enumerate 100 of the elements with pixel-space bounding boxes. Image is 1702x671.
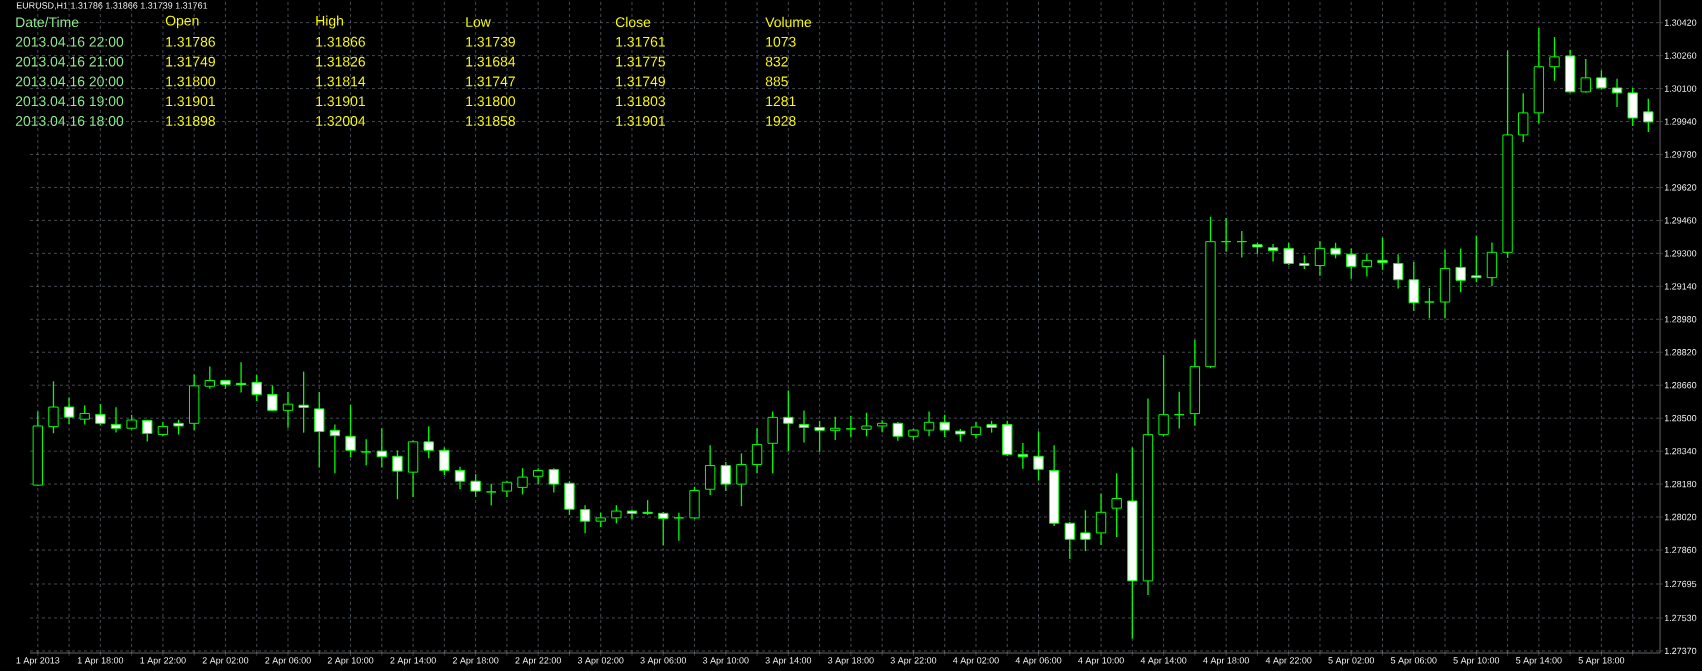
candlestick: [282, 391, 294, 428]
annotation: 2013.04.16 20:00: [15, 76, 124, 87]
candlestick: [626, 509, 638, 520]
x-tick-label: 5 Apr 18:00: [1578, 657, 1625, 666]
annotation: Date/Time: [16, 16, 79, 28]
candlestick: [329, 424, 341, 474]
x-tick-label: 3 Apr 06:00: [640, 657, 687, 666]
y-tick-label: 1.28020: [1664, 513, 1697, 521]
candlestick: [861, 412, 872, 437]
annotation: 1.31749: [166, 56, 215, 67]
x-tick-label: 4 Apr 06:00: [1015, 657, 1062, 666]
candlestick: [704, 445, 716, 496]
y-tick-label: 1.28340: [1664, 447, 1697, 455]
candlestick: [267, 385, 278, 411]
candlestick: [1455, 248, 1466, 293]
candlestick: [1314, 240, 1326, 276]
candlestick: [1471, 235, 1482, 283]
annotation: 1.31739: [466, 36, 515, 47]
x-tick-label: 2 Apr 18:00: [452, 657, 499, 666]
candlestick: [345, 404, 356, 458]
candlestick: [1158, 355, 1169, 437]
y-tick-label: 1.28500: [1664, 414, 1697, 422]
candlestick: [673, 512, 685, 541]
candlestick: [830, 416, 841, 441]
annotation: 1.31814: [316, 76, 366, 87]
candlestick: [110, 407, 122, 433]
annotation: 1.31826: [316, 56, 365, 67]
x-tick-label: 1 Apr 2013: [16, 657, 60, 666]
annotation: Low: [466, 17, 491, 27]
candlestick: [814, 420, 825, 452]
x-tick-label: 2 Apr 02:00: [202, 657, 249, 666]
y-tick-label: 1.27530: [1664, 614, 1697, 622]
candlestick: [1408, 261, 1419, 312]
y-tick-label: 1.27370: [1664, 647, 1697, 655]
x-tick-label: 4 Apr 02:00: [952, 657, 999, 666]
x-tick-label: 5 Apr 02:00: [1328, 657, 1375, 666]
candlestick: [1518, 93, 1529, 142]
x-tick-label: 4 Apr 10:00: [1078, 657, 1124, 666]
annotation: 1.31858: [466, 116, 516, 126]
candlestick: [1236, 230, 1247, 258]
y-tick-label: 1.30100: [1664, 85, 1697, 92]
candlestick: [548, 468, 559, 493]
y-tick-label: 1.28660: [1664, 382, 1697, 389]
candlestick: [845, 415, 857, 438]
x-tick-label: 5 Apr 14:00: [1516, 657, 1562, 666]
annotation: 1.31898: [166, 116, 216, 126]
candlestick: [298, 371, 309, 433]
candlestick: [517, 468, 528, 495]
annotation: 1.31786: [166, 36, 215, 47]
candlestick: [360, 439, 372, 466]
annotation: High: [316, 15, 343, 29]
candlestick: [1111, 473, 1122, 538]
annotation: 1.31761: [616, 36, 665, 47]
x-tick-label: 4 Apr 22:00: [1265, 657, 1312, 666]
y-tick-label: 1.30260: [1664, 52, 1697, 59]
annotation: Close: [615, 16, 651, 28]
annotation: 1.31775: [616, 56, 666, 67]
candlestick: [251, 374, 262, 402]
y-tick-label: 1.29620: [1664, 184, 1697, 191]
candlestick: [1611, 78, 1623, 107]
y-tick-label: 1.28180: [1664, 480, 1697, 488]
x-tick-label: 4 Apr 18:00: [1203, 657, 1249, 666]
candlestick: [1267, 244, 1279, 262]
candlestick: [63, 397, 75, 424]
x-tick-label: 2 Apr 14:00: [390, 657, 436, 666]
candlestick: [1064, 521, 1075, 560]
annotation: 1.31749: [616, 76, 665, 87]
x-tick-label: 2 Apr 06:00: [265, 657, 311, 666]
candlestick: [751, 428, 763, 474]
x-tick-label: 3 Apr 10:00: [702, 657, 749, 666]
y-tick-label: 1.30420: [1664, 19, 1697, 26]
y-tick-label: 1.27695: [1664, 580, 1697, 588]
annotation: 1.31800: [166, 76, 216, 87]
candlestick: [470, 474, 481, 497]
y-tick-label: 1.29460: [1664, 217, 1697, 224]
x-tick-label: 1 Apr 22:00: [140, 657, 186, 666]
candlestick: [392, 450, 403, 500]
candlestick: [1361, 253, 1373, 277]
y-tick-label: 1.29780: [1664, 151, 1697, 158]
x-tick-label: 3 Apr 14:00: [765, 657, 812, 666]
candlestick: [48, 381, 59, 434]
candlestick: [1283, 242, 1294, 265]
y-tick-label: 1.28980: [1664, 316, 1697, 323]
candlestick: [658, 512, 669, 546]
chart-title: EURUSD,H1 1.31786 1.31866 1.31739 1.31761: [16, 2, 208, 10]
annotation: 2013.04.16 18:00: [15, 116, 124, 126]
x-tick-label: 2 Apr 10:00: [327, 657, 374, 666]
candlestick: [486, 483, 497, 506]
candlestick: [923, 411, 935, 437]
y-tick-label: 1.29940: [1664, 118, 1697, 125]
candlestick: [720, 462, 731, 492]
candlestick: [939, 414, 950, 437]
annotation: 1281: [766, 96, 796, 107]
annotation: 1.31866: [316, 36, 365, 47]
candlestick: [1377, 237, 1388, 270]
annotation: 2013.04.16 22:00: [15, 36, 124, 47]
x-tick-label: 4 Apr 14:00: [1140, 657, 1187, 666]
candlestick: [439, 447, 450, 476]
candlestick: [783, 390, 794, 451]
y-tick-label: 1.28820: [1664, 349, 1697, 356]
